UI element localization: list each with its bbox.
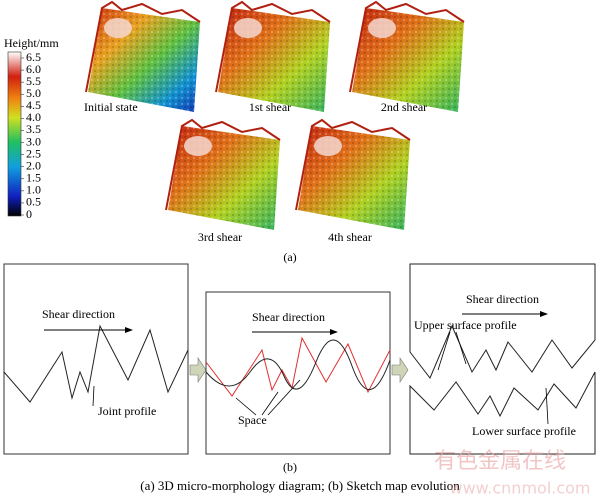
panel-label: (a) xyxy=(283,250,296,264)
leader xyxy=(455,331,467,365)
lower-block xyxy=(409,371,596,455)
surface-ridge xyxy=(349,0,465,93)
surface-label: 4th shear xyxy=(328,230,372,244)
sketch-box xyxy=(3,263,189,455)
colorbar-tick-label: 0 xyxy=(26,207,32,221)
colorbar-tick-label: 4.5 xyxy=(26,98,41,112)
surface-label: 2nd shear xyxy=(381,100,427,114)
peak xyxy=(234,18,262,38)
peak xyxy=(368,18,396,38)
sketch-label: Shear direction xyxy=(42,307,115,321)
sketch-box xyxy=(205,291,391,455)
surface-plot: Initial state xyxy=(84,0,201,114)
sketch-label: Space xyxy=(238,413,267,427)
sketch-label: Upper surface profile xyxy=(414,318,517,332)
colorbar-tick-label: 1.0 xyxy=(26,183,41,197)
colorbar xyxy=(7,51,22,217)
surface-ridge xyxy=(165,118,281,211)
surface-ridge xyxy=(215,0,331,93)
leader xyxy=(261,391,279,416)
arrowhead xyxy=(125,327,133,333)
leader xyxy=(92,385,95,407)
surface-plot: 4th shear xyxy=(295,118,411,244)
surface-ridge xyxy=(295,118,411,211)
arrowhead xyxy=(330,329,338,335)
leader xyxy=(437,331,451,371)
colorbar-tick-label: 6.5 xyxy=(26,50,41,64)
colorbar-tick-label: 2.5 xyxy=(26,146,41,160)
surface-plot: 1st shear xyxy=(215,0,331,114)
colorbar-tick-label: 3.0 xyxy=(26,134,41,148)
watermark: 有色金属在线 xyxy=(434,449,566,474)
sketch-label: Shear direction xyxy=(252,310,325,324)
colorbar-tick-label: 6.0 xyxy=(26,62,41,76)
sketch-label: Joint profile xyxy=(98,404,156,418)
surface-plot: 3rd shear xyxy=(165,118,281,244)
arrowhead xyxy=(540,311,548,317)
watermark: www.cnnmol.com xyxy=(449,479,590,498)
peak xyxy=(184,136,212,156)
surface-label: 3rd shear xyxy=(198,230,242,244)
lower-profile xyxy=(205,336,391,397)
leader xyxy=(545,387,549,425)
surface-texture xyxy=(168,126,280,230)
colorbar-tick-label: 3.5 xyxy=(26,122,41,136)
upper-block xyxy=(409,263,596,379)
surface-label: Initial state xyxy=(84,100,138,114)
peak xyxy=(314,136,342,156)
upper-profile xyxy=(205,339,391,390)
colorbar-tick-label: 1.5 xyxy=(26,171,41,185)
colorbar-tick-label: 5.5 xyxy=(26,74,41,88)
caption: (a) 3D micro-morphology diagram; (b) Ske… xyxy=(140,478,460,493)
surface-plot: 2nd shear xyxy=(349,0,465,114)
colorbar-tick-label: 0.5 xyxy=(26,195,41,209)
sketch-label: Lower surface profile xyxy=(472,424,576,438)
surface-texture xyxy=(298,126,410,230)
colorbar-tick-label: 2.0 xyxy=(26,158,41,172)
surface-texture xyxy=(218,8,330,112)
sketch-label: Shear direction xyxy=(466,292,539,306)
joint-profile xyxy=(3,324,189,403)
panel-label: (b) xyxy=(283,460,297,474)
surface-texture xyxy=(352,8,464,112)
surface-label: 1st shear xyxy=(249,100,291,114)
colorbar-tick-label: 4.0 xyxy=(26,110,41,124)
flow-arrow xyxy=(391,357,409,383)
leader xyxy=(267,379,301,416)
colorbar-tick-label: 5.0 xyxy=(26,86,41,100)
peak xyxy=(104,18,132,38)
surface-ridge xyxy=(85,0,201,93)
surface-texture xyxy=(88,8,200,112)
colorbar-title: Height/mm xyxy=(4,36,59,50)
flow-arrow xyxy=(189,357,207,383)
leader xyxy=(235,397,257,416)
